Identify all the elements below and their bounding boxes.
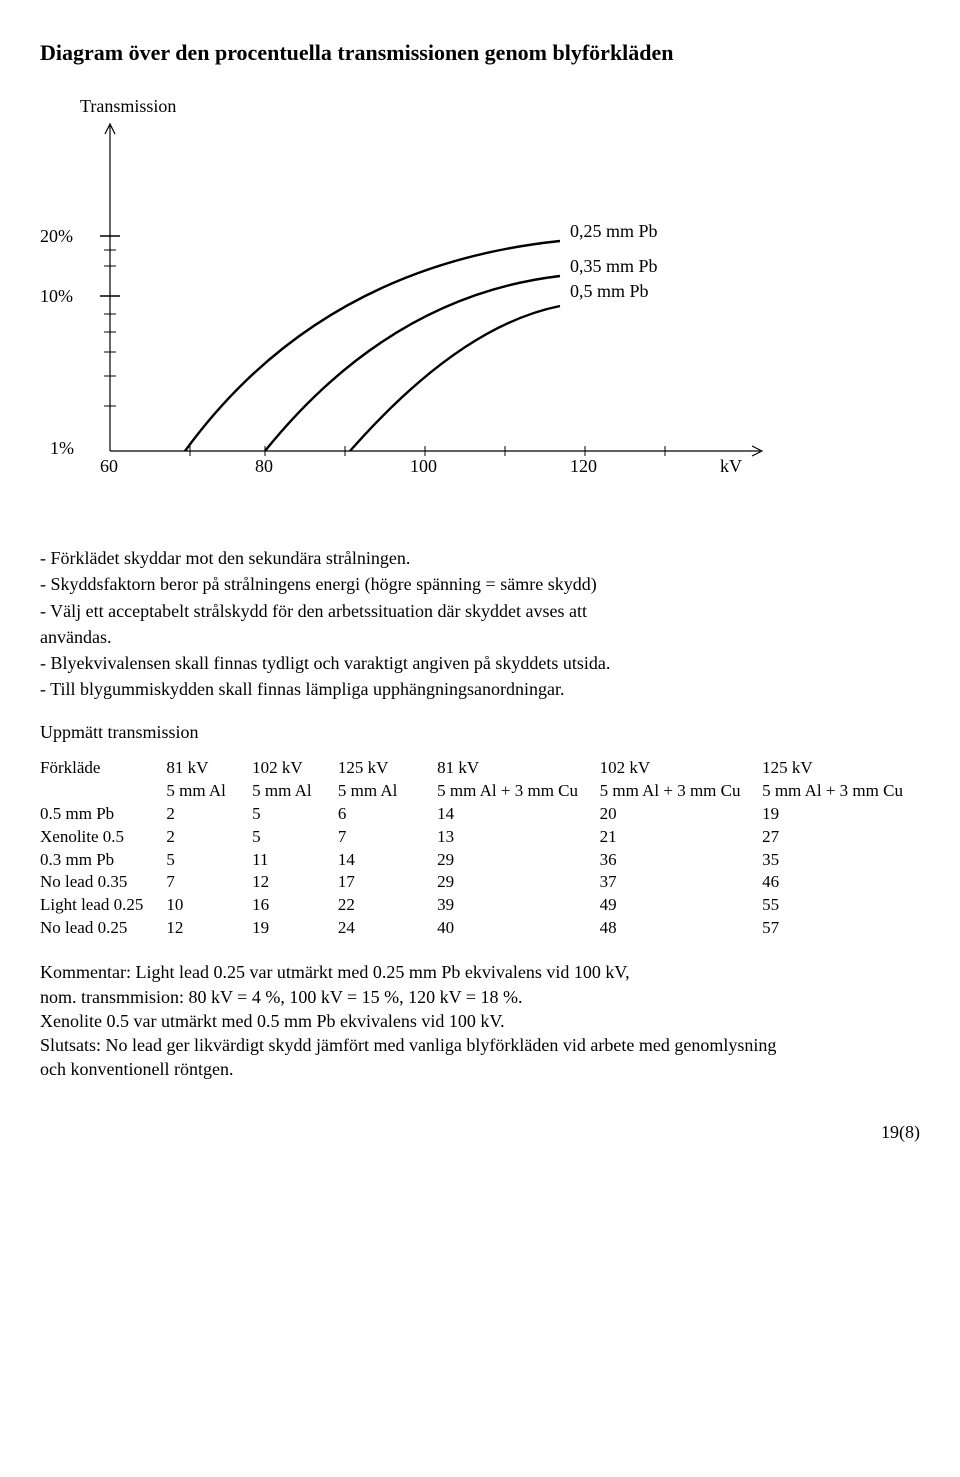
th: 5 mm Al: [166, 780, 252, 803]
td: 14: [437, 803, 599, 826]
td: 35: [762, 849, 920, 872]
table-row: 0.5 mm Pb 2 5 6 14 20 19: [40, 803, 920, 826]
th: 102 kV: [600, 757, 762, 780]
th: 125 kV: [762, 757, 920, 780]
td: 16: [252, 894, 338, 917]
transmission-chart: Transmission 20% 10% 1% 0,25 mm Pb 0,35 …: [40, 96, 800, 516]
td: 5: [166, 849, 252, 872]
table-heading: Uppmätt transmission: [40, 722, 920, 743]
th: 5 mm Al + 3 mm Cu: [600, 780, 762, 803]
th: 81 kV: [437, 757, 599, 780]
td: 55: [762, 894, 920, 917]
td: 14: [338, 849, 437, 872]
th: 81 kV: [166, 757, 252, 780]
td: 7: [338, 826, 437, 849]
y-tick-20: 20%: [40, 226, 73, 247]
td: 12: [252, 871, 338, 894]
td: 46: [762, 871, 920, 894]
footer-line: Xenolite 0.5 var utmärkt med 0.5 mm Pb e…: [40, 1009, 920, 1033]
td: 57: [762, 917, 920, 940]
td: Xenolite 0.5: [40, 826, 166, 849]
x-tick-80: 80: [255, 456, 273, 477]
table-header-row: 5 mm Al 5 mm Al 5 mm Al 5 mm Al + 3 mm C…: [40, 780, 920, 803]
th: [40, 780, 166, 803]
x-tick-100: 100: [410, 456, 437, 477]
footer-line: Kommentar: Light lead 0.25 var utmärkt m…: [40, 960, 920, 984]
table-row: No lead 0.35 7 12 17 29 37 46: [40, 871, 920, 894]
page-title: Diagram över den procentuella transmissi…: [40, 40, 920, 66]
td: 17: [338, 871, 437, 894]
bullet-list: - Förklädet skyddar mot den sekundära st…: [40, 546, 920, 702]
x-axis-label: kV: [720, 456, 742, 477]
series-label-05: 0,5 mm Pb: [570, 281, 649, 302]
chart-svg: [40, 96, 800, 516]
td: 7: [166, 871, 252, 894]
td: 48: [600, 917, 762, 940]
table-row: No lead 0.25 12 19 24 40 48 57: [40, 917, 920, 940]
th: 5 mm Al + 3 mm Cu: [762, 780, 920, 803]
td: 13: [437, 826, 599, 849]
td: 40: [437, 917, 599, 940]
table-row: 0.3 mm Pb 5 11 14 29 36 35: [40, 849, 920, 872]
td: 2: [166, 803, 252, 826]
footer-block: Kommentar: Light lead 0.25 var utmärkt m…: [40, 960, 920, 1081]
td: 0.5 mm Pb: [40, 803, 166, 826]
td: 19: [252, 917, 338, 940]
td: 2: [166, 826, 252, 849]
td: 5: [252, 803, 338, 826]
td: 39: [437, 894, 599, 917]
th: 102 kV: [252, 757, 338, 780]
td: 10: [166, 894, 252, 917]
td: 12: [166, 917, 252, 940]
td: 36: [600, 849, 762, 872]
th: 125 kV: [338, 757, 437, 780]
table-row: Xenolite 0.5 2 5 7 13 21 27: [40, 826, 920, 849]
series-label-035: 0,35 mm Pb: [570, 256, 658, 277]
page-number: 19(8): [40, 1122, 920, 1143]
td: 6: [338, 803, 437, 826]
td: 37: [600, 871, 762, 894]
td: 29: [437, 849, 599, 872]
footer-line: nom. transmmision: 80 kV = 4 %, 100 kV =…: [40, 985, 920, 1009]
td: No lead 0.35: [40, 871, 166, 894]
bullet-line: - Förklädet skyddar mot den sekundära st…: [40, 546, 920, 570]
footer-line: och konventionell röntgen.: [40, 1057, 920, 1081]
footer-line: Slutsats: No lead ger likvärdigt skydd j…: [40, 1033, 920, 1057]
th: 5 mm Al: [338, 780, 437, 803]
td: 0.3 mm Pb: [40, 849, 166, 872]
td: 20: [600, 803, 762, 826]
td: 27: [762, 826, 920, 849]
th: 5 mm Al + 3 mm Cu: [437, 780, 599, 803]
bullet-line: användas.: [40, 625, 920, 649]
transmission-table: Förkläde 81 kV 102 kV 125 kV 81 kV 102 k…: [40, 757, 920, 941]
y-tick-10: 10%: [40, 286, 73, 307]
td: 22: [338, 894, 437, 917]
th: 5 mm Al: [252, 780, 338, 803]
bullet-line: - Välj ett acceptabelt strålskydd för de…: [40, 599, 920, 623]
bullet-line: - Skyddsfaktorn beror på strålningens en…: [40, 572, 920, 596]
bullet-line: - Till blygummiskydden skall finnas lämp…: [40, 677, 920, 701]
x-tick-60: 60: [100, 456, 118, 477]
y-axis-label: Transmission: [80, 96, 176, 117]
td: 29: [437, 871, 599, 894]
bullet-line: - Blyekvivalensen skall finnas tydligt o…: [40, 651, 920, 675]
td: 11: [252, 849, 338, 872]
td: 49: [600, 894, 762, 917]
td: 19: [762, 803, 920, 826]
table-row: Light lead 0.25 10 16 22 39 49 55: [40, 894, 920, 917]
td: No lead 0.25: [40, 917, 166, 940]
td: 5: [252, 826, 338, 849]
table-header-row: Förkläde 81 kV 102 kV 125 kV 81 kV 102 k…: [40, 757, 920, 780]
x-tick-120: 120: [570, 456, 597, 477]
td: 24: [338, 917, 437, 940]
th: Förkläde: [40, 757, 166, 780]
td: Light lead 0.25: [40, 894, 166, 917]
series-label-025: 0,25 mm Pb: [570, 221, 658, 242]
y-tick-1: 1%: [50, 438, 74, 459]
td: 21: [600, 826, 762, 849]
